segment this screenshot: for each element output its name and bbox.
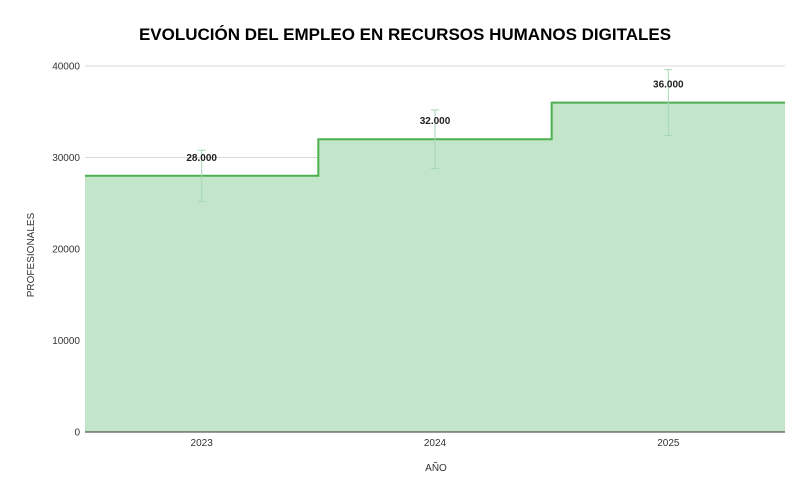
- data-label: 32.000: [420, 116, 451, 127]
- chart-title: EVOLUCIÓN DEL EMPLEO EN RECURSOS HUMANOS…: [139, 25, 671, 44]
- error-bar: [431, 109, 439, 169]
- axes: 0 10000 20000 30000 40000 2023 2024 2025: [52, 62, 785, 449]
- y-tick-label: 0: [74, 428, 80, 439]
- x-tick-label: 2024: [424, 438, 447, 449]
- y-axis-title: PROFESIONALES: [26, 212, 37, 297]
- x-axis-title: AÑO: [425, 461, 447, 474]
- error-bars: [197, 69, 673, 202]
- data-labels: 28.000 32.000 36.000: [186, 80, 684, 164]
- x-tick-label: 2023: [191, 438, 214, 449]
- error-bar: [664, 69, 673, 137]
- y-tick-label: 10000: [52, 336, 80, 347]
- data-label: 28.000: [186, 153, 217, 164]
- data-label: 36.000: [653, 80, 684, 91]
- x-tick-label: 2025: [657, 438, 680, 449]
- y-tick-label: 40000: [52, 62, 80, 73]
- series-area-fill: [85, 102, 785, 432]
- y-tick-label: 20000: [52, 245, 80, 256]
- error-bar: [197, 149, 206, 202]
- y-tick-label: 30000: [52, 153, 80, 164]
